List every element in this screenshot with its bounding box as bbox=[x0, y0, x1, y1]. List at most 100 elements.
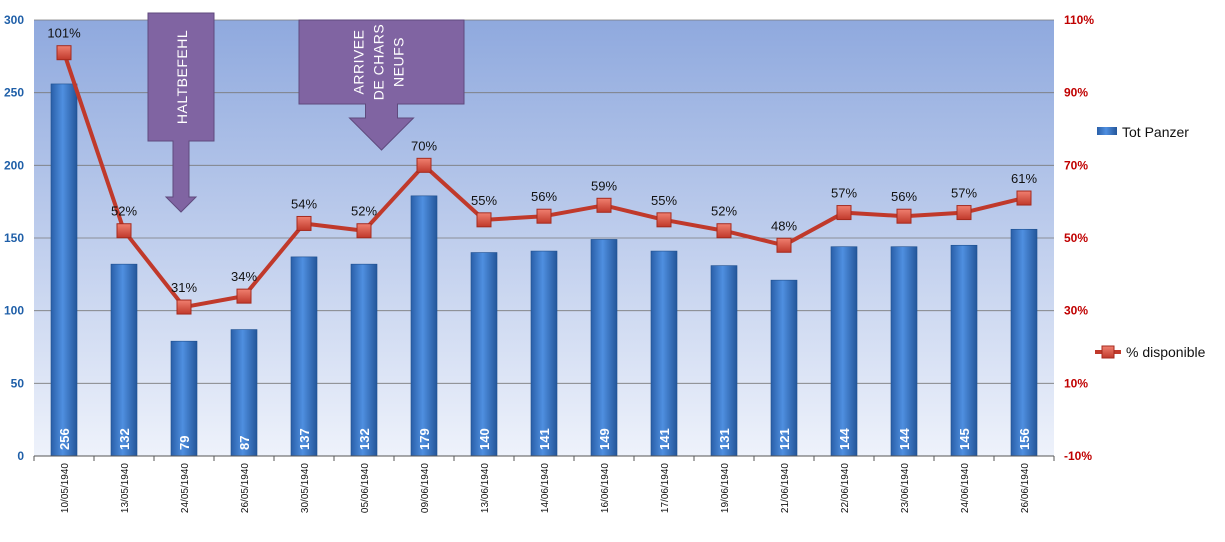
line-marker bbox=[56, 45, 72, 61]
bar-value-label: 140 bbox=[477, 428, 492, 450]
x-tick-label: 10/05/1940 bbox=[60, 463, 71, 513]
line-marker bbox=[236, 288, 252, 304]
percent-label: 31% bbox=[171, 280, 197, 295]
left-tick-label: 50 bbox=[11, 376, 25, 390]
bar bbox=[710, 265, 738, 457]
left-tick-label: 150 bbox=[4, 231, 24, 245]
line-marker bbox=[656, 212, 672, 228]
bar-value-label: 132 bbox=[357, 428, 372, 450]
bar bbox=[650, 250, 678, 457]
percent-label: 48% bbox=[771, 218, 797, 233]
line-marker bbox=[296, 215, 312, 231]
bar-series bbox=[50, 83, 1038, 457]
x-tick-label: 09/06/1940 bbox=[420, 463, 431, 513]
left-tick-label: 100 bbox=[4, 304, 24, 318]
percent-label: 54% bbox=[291, 196, 317, 211]
bar-value-label: 144 bbox=[837, 428, 852, 450]
x-tick-label: 22/06/1940 bbox=[840, 463, 851, 513]
left-tick-label: 300 bbox=[4, 13, 24, 27]
x-tick-label: 26/06/1940 bbox=[1020, 463, 1031, 513]
x-tick-label: 24/06/1940 bbox=[960, 463, 971, 513]
line-marker bbox=[956, 205, 972, 221]
bar-value-label: 87 bbox=[237, 436, 252, 450]
bar bbox=[890, 246, 918, 457]
arrivee-callout bbox=[298, 19, 465, 151]
percent-label: 56% bbox=[531, 189, 557, 204]
bar bbox=[950, 244, 978, 457]
bar bbox=[50, 83, 78, 457]
bar-value-label: 156 bbox=[1017, 428, 1032, 450]
bar-value-label: 132 bbox=[117, 428, 132, 450]
callout-annotations: HALTBEFEHL ARRIVEE DE CHARS NEUFS bbox=[147, 12, 465, 213]
bar-value-label: 121 bbox=[777, 428, 792, 450]
line-marker bbox=[776, 237, 792, 253]
line-marker bbox=[116, 223, 132, 239]
line-value-labels: 101% 52% 31% 34% 54% 52% 70% 55% 56% 59% 55% 52% 48%… bbox=[47, 26, 1037, 295]
line-marker bbox=[176, 299, 192, 315]
bar bbox=[110, 263, 138, 457]
legend: Tot Panzer % disponible bbox=[1095, 124, 1206, 360]
x-tick-label: 24/05/1940 bbox=[180, 463, 191, 513]
x-axis: 10/05/1940 13/05/1940 24/05/1940 26/05/1940… bbox=[33, 455, 1055, 513]
legend-swatch-bar bbox=[1097, 127, 1117, 135]
bar-value-label: 256 bbox=[57, 428, 72, 450]
percent-label: 55% bbox=[651, 193, 677, 208]
bar bbox=[830, 246, 858, 457]
legend-marker bbox=[1101, 345, 1115, 359]
line-marker bbox=[836, 205, 852, 221]
left-tick-label: 0 bbox=[17, 449, 24, 463]
haltbefehl-callout bbox=[147, 12, 215, 213]
bar-value-label: 141 bbox=[657, 428, 672, 450]
legend-label-bar: Tot Panzer bbox=[1122, 124, 1189, 140]
right-tick-label: 10% bbox=[1064, 376, 1088, 390]
percent-label: 57% bbox=[831, 186, 857, 201]
bar bbox=[470, 252, 498, 457]
legend-label-line: % disponible bbox=[1126, 344, 1206, 360]
x-tick-label: 13/06/1940 bbox=[480, 463, 491, 513]
x-tick-label: 16/06/1940 bbox=[600, 463, 611, 513]
bar bbox=[530, 250, 558, 457]
right-tick-label: 90% bbox=[1064, 86, 1088, 100]
x-tick-label: 30/05/1940 bbox=[300, 463, 311, 513]
bar-value-label: 137 bbox=[297, 428, 312, 450]
callout-text: NEUFS bbox=[391, 37, 407, 87]
right-tick-label: 30% bbox=[1064, 304, 1088, 318]
x-tick-label: 05/06/1940 bbox=[360, 463, 371, 513]
percent-label: 56% bbox=[891, 189, 917, 204]
callout-text: ARRIVEE bbox=[351, 30, 367, 95]
x-tick-label: 19/06/1940 bbox=[720, 463, 731, 513]
right-tick-label: -10% bbox=[1064, 449, 1092, 463]
x-tick-label: 14/06/1940 bbox=[540, 463, 551, 513]
bar bbox=[410, 195, 438, 457]
callout-text: DE CHARS bbox=[371, 24, 387, 100]
bar-value-label: 145 bbox=[957, 428, 972, 450]
x-tick-label: 21/06/1940 bbox=[780, 463, 791, 513]
percent-label: 61% bbox=[1011, 171, 1037, 186]
bar bbox=[770, 279, 798, 457]
x-tick-label: 17/06/1940 bbox=[660, 463, 671, 513]
percent-label: 52% bbox=[711, 204, 737, 219]
left-tick-label: 200 bbox=[4, 158, 24, 172]
bar-value-label: 79 bbox=[177, 436, 192, 450]
bar-value-label: 141 bbox=[537, 428, 552, 450]
line-series bbox=[56, 45, 1032, 315]
line-marker bbox=[416, 157, 432, 173]
line-marker bbox=[596, 197, 612, 213]
bar-value-label: 149 bbox=[597, 428, 612, 450]
percent-label: 52% bbox=[111, 204, 137, 219]
line-marker bbox=[1016, 190, 1032, 206]
bar bbox=[590, 239, 618, 457]
left-y-axis: 0 50 100 150 200 250 300 bbox=[4, 13, 24, 463]
bar-value-labels: 256 132 79 87 137 132 179 140 141 149 141 131 121 144… bbox=[57, 428, 1032, 450]
percent-label: 55% bbox=[471, 193, 497, 208]
line-marker bbox=[476, 212, 492, 228]
callout-text: HALTBEFEHL bbox=[174, 30, 190, 124]
right-tick-label: 70% bbox=[1064, 158, 1088, 172]
bar bbox=[1010, 228, 1038, 457]
bar-value-label: 144 bbox=[897, 428, 912, 450]
line-marker bbox=[536, 208, 552, 224]
right-tick-label: 50% bbox=[1064, 231, 1088, 245]
line-marker bbox=[356, 223, 372, 239]
line-marker bbox=[716, 223, 732, 239]
percent-label: 59% bbox=[591, 178, 617, 193]
